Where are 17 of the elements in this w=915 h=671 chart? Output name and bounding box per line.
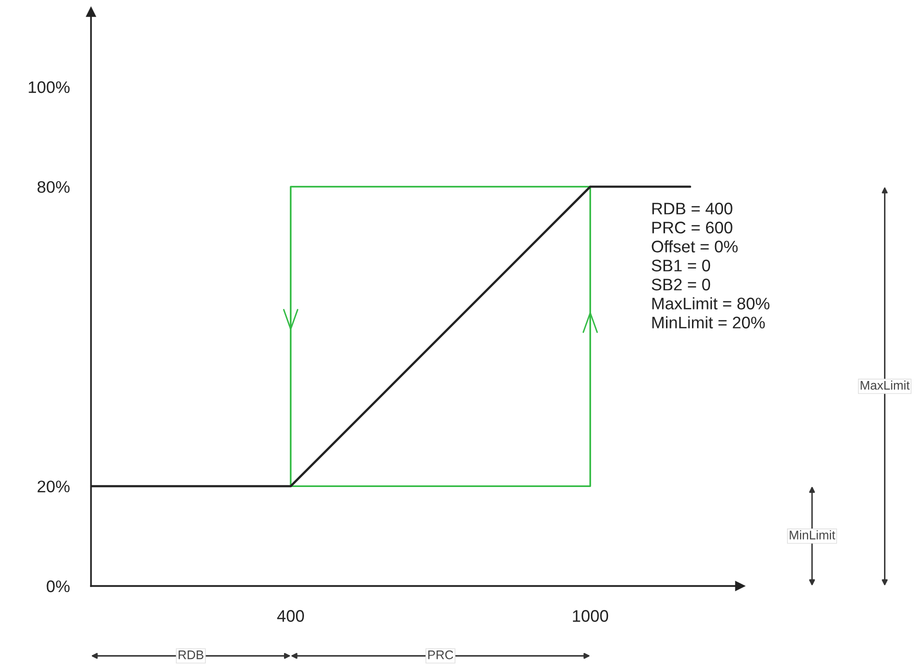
y-tick-label: 100% — [28, 81, 70, 94]
annotation: SB1 = 0 — [652, 260, 710, 272]
annotation: RDB = 400 — [652, 202, 732, 214]
y-tick-label: 80% — [38, 181, 70, 193]
x-tick-label: 400 — [277, 610, 304, 622]
annotation: MaxLimit = 80% — [652, 297, 770, 310]
y-tick-label: 20% — [38, 480, 70, 492]
text: RDB — [178, 650, 204, 660]
annotation: SB2 = 0 — [652, 278, 710, 290]
text: PRC — [428, 650, 454, 660]
annotation: MinLimit = 20% — [652, 316, 765, 328]
x-tick-label: 1000 — [572, 610, 608, 622]
y-tick-label: 0% — [46, 580, 70, 592]
annotation: Offset = 0% — [652, 240, 738, 252]
text: MaxLimit — [860, 380, 910, 390]
text: MinLimit — [790, 530, 836, 540]
annotation: PRC = 600 — [652, 222, 732, 234]
